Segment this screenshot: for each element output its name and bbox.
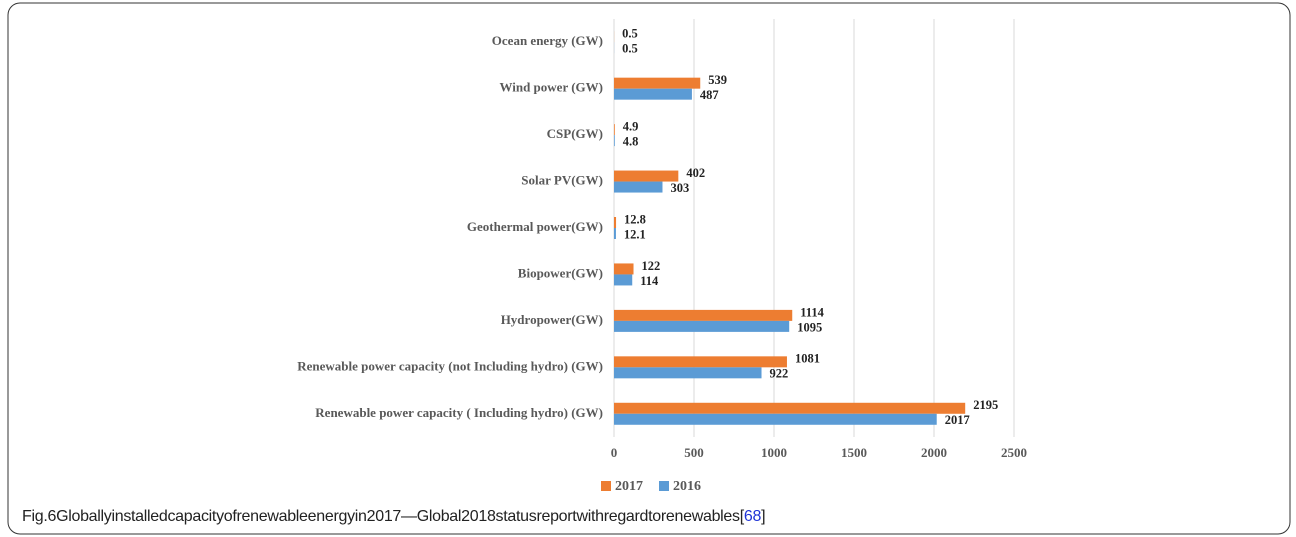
- y-tick-label: Solar PV(GW): [521, 173, 603, 188]
- legend-label: 2016: [673, 479, 701, 494]
- data-label: 487: [700, 88, 719, 102]
- bar: [614, 309, 793, 321]
- y-tick-label: Hydropower(GW): [501, 312, 603, 327]
- frame: [7, 2, 1291, 535]
- data-label: 1095: [797, 320, 822, 334]
- x-tick-label: 0: [611, 445, 618, 460]
- data-label: 539: [708, 73, 727, 87]
- bar: [614, 228, 616, 239]
- x-tick-label: 1500: [841, 445, 867, 460]
- bar: [614, 263, 634, 275]
- caption: Fig.6Globallyinstalledcapacityofrenewabl…: [22, 508, 766, 526]
- data-label: 0.5: [622, 42, 638, 56]
- data-label: 12.8: [624, 212, 646, 226]
- x-tick-label: 1000: [761, 445, 787, 460]
- y-tick-label: Renewable power capacity ( Including hyd…: [315, 405, 603, 420]
- bar: [614, 77, 701, 89]
- x-tick-label: 2500: [1001, 445, 1027, 460]
- legend-swatch: [659, 481, 669, 491]
- bar: [614, 320, 790, 332]
- bar: [614, 170, 679, 182]
- bar: [614, 402, 966, 414]
- bar: [614, 274, 633, 286]
- reference-link[interactable]: 68: [743, 508, 762, 525]
- data-label: 12.1: [624, 227, 646, 241]
- x-tick-label: 500: [684, 445, 704, 460]
- data-label: 0.5: [622, 27, 638, 41]
- y-tick-label: Biopower(GW): [518, 265, 603, 280]
- data-label: 402: [686, 166, 705, 180]
- legend-label: 2017: [615, 479, 643, 494]
- y-tick-label: CSP(GW): [547, 126, 603, 141]
- bar: [614, 367, 762, 379]
- y-tick-label: Geothermal power(GW): [467, 219, 603, 234]
- data-label: 303: [670, 181, 689, 195]
- bar: [614, 217, 617, 228]
- legend-swatch: [601, 481, 611, 491]
- y-tick-label: Wind power (GW): [499, 80, 603, 95]
- bar: [614, 88, 692, 100]
- data-label: 2195: [973, 398, 998, 412]
- bar: [614, 124, 615, 136]
- caption-close: ]: [761, 508, 766, 525]
- bar: [614, 135, 615, 147]
- data-label: 4.8: [623, 134, 639, 148]
- y-tick-label: Ocean energy (GW): [492, 33, 603, 48]
- data-label: 4.9: [623, 119, 639, 133]
- data-label: 114: [640, 274, 659, 288]
- data-label: 2017: [945, 413, 970, 427]
- bar: [614, 356, 787, 368]
- data-label: 922: [770, 367, 789, 381]
- y-tick-label: Renewable power capacity (not Including …: [297, 358, 603, 373]
- data-label: 1114: [800, 305, 824, 319]
- data-label: 1081: [795, 352, 820, 366]
- bar: [614, 181, 663, 193]
- bar: [614, 413, 937, 425]
- x-tick-label: 2000: [921, 445, 947, 460]
- caption-text: Fig.6Globallyinstalledcapacityofrenewabl…: [22, 508, 744, 525]
- data-label: 122: [642, 259, 661, 273]
